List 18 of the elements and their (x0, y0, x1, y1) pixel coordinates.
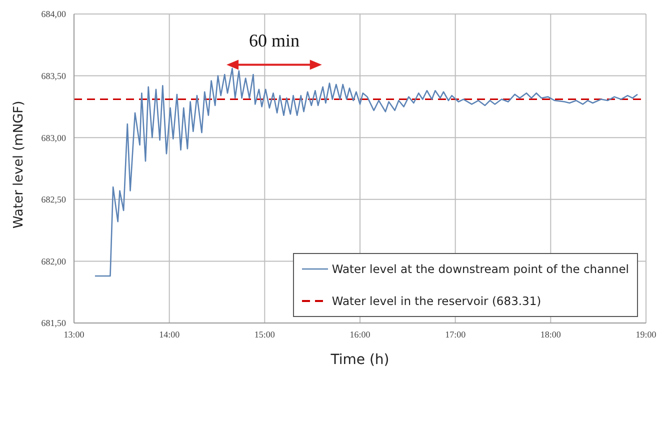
x-tick-label: 17:00 (445, 329, 466, 340)
annotation: 60 min (248, 30, 300, 51)
y-axis-title: Water level (mNGF) (12, 100, 27, 228)
legend-label: Water level in the reservoir (683.31) (332, 294, 542, 308)
y-tick-label: 683,00 (41, 132, 66, 143)
x-tick-label: 14:00 (159, 329, 180, 340)
y-tick-label: 682,50 (41, 194, 66, 205)
x-axis-title: Time (h) (330, 352, 390, 368)
y-tick-label: 681,50 (41, 318, 66, 328)
x-tick-label: 16:00 (350, 329, 371, 340)
x-tick-label: 15:00 (254, 329, 276, 340)
x-tick-label: 18:00 (540, 329, 562, 340)
y-tick-label: 684,00 (41, 9, 66, 20)
legend-label: Water level at the downstream point of the channel (332, 262, 629, 276)
x-tick-label: 19:00 (636, 329, 657, 340)
y-tick-label: 683,50 (41, 70, 66, 81)
x-tick-label: 13:00 (64, 329, 85, 340)
y-tick-label: 682,00 (41, 256, 66, 266)
